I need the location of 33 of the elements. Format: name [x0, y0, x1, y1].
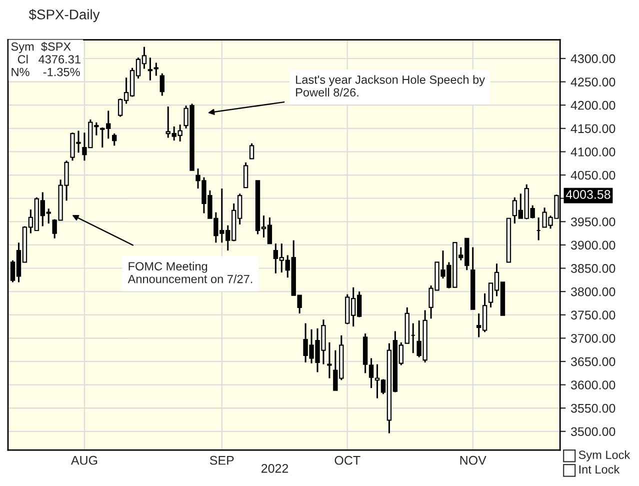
- text: Sym Lock: [578, 450, 630, 462]
- x-axis-title: 2022: [261, 464, 288, 473]
- y-tick-label: 3700.00: [570, 334, 616, 343]
- x-tick-label: AUG: [70, 456, 98, 465]
- annotation: FOMC Meeting Announcement on 7/27.: [128, 262, 252, 284]
- y-tick-label: 3600.00: [570, 380, 616, 390]
- y-tick-label: 3750.00: [570, 310, 616, 320]
- y-tick-label: 4100.00: [570, 148, 616, 156]
- candlestick: [327, 342, 332, 380]
- y-tick-label: 4300.00: [570, 54, 616, 64]
- y-tick-label: 3900.00: [570, 240, 616, 250]
- x-tick-label: OCT: [334, 456, 360, 465]
- candlestick: [112, 132, 117, 146]
- annotation: Sym $SPX Cl 4376.31 N% -1.35%: [11, 42, 80, 76]
- y-tick-label: 3550.00: [570, 404, 616, 413]
- candlestick: [243, 162, 248, 188]
- y-tick-label: 3650.00: [570, 357, 616, 366]
- y-tick-label: 3950.00: [570, 217, 616, 226]
- annotation: Last's year Jackson Hole Speech by Powell 8/26.: [296, 75, 485, 97]
- text: Int Lock: [579, 464, 620, 474]
- x-tick-label: NOV: [460, 456, 486, 465]
- x-tick-label: SEP: [210, 456, 234, 465]
- candlestick: [249, 142, 254, 160]
- chart-title: $SPX-Daily: [28, 8, 100, 22]
- y-tick-label: 4050.00: [570, 170, 616, 180]
- y-tick-label: 3800.00: [570, 287, 616, 296]
- y-tick-label: 3500.00: [570, 427, 616, 436]
- y-tick-label: 4250.00: [570, 78, 616, 86]
- y-tick-label: 3850.00: [570, 264, 616, 273]
- y-tick-label: 4150.00: [570, 124, 616, 134]
- text: 4003.58: [566, 190, 610, 199]
- candlestick: [160, 72, 164, 97]
- y-tick-label: 4200.00: [570, 100, 616, 110]
